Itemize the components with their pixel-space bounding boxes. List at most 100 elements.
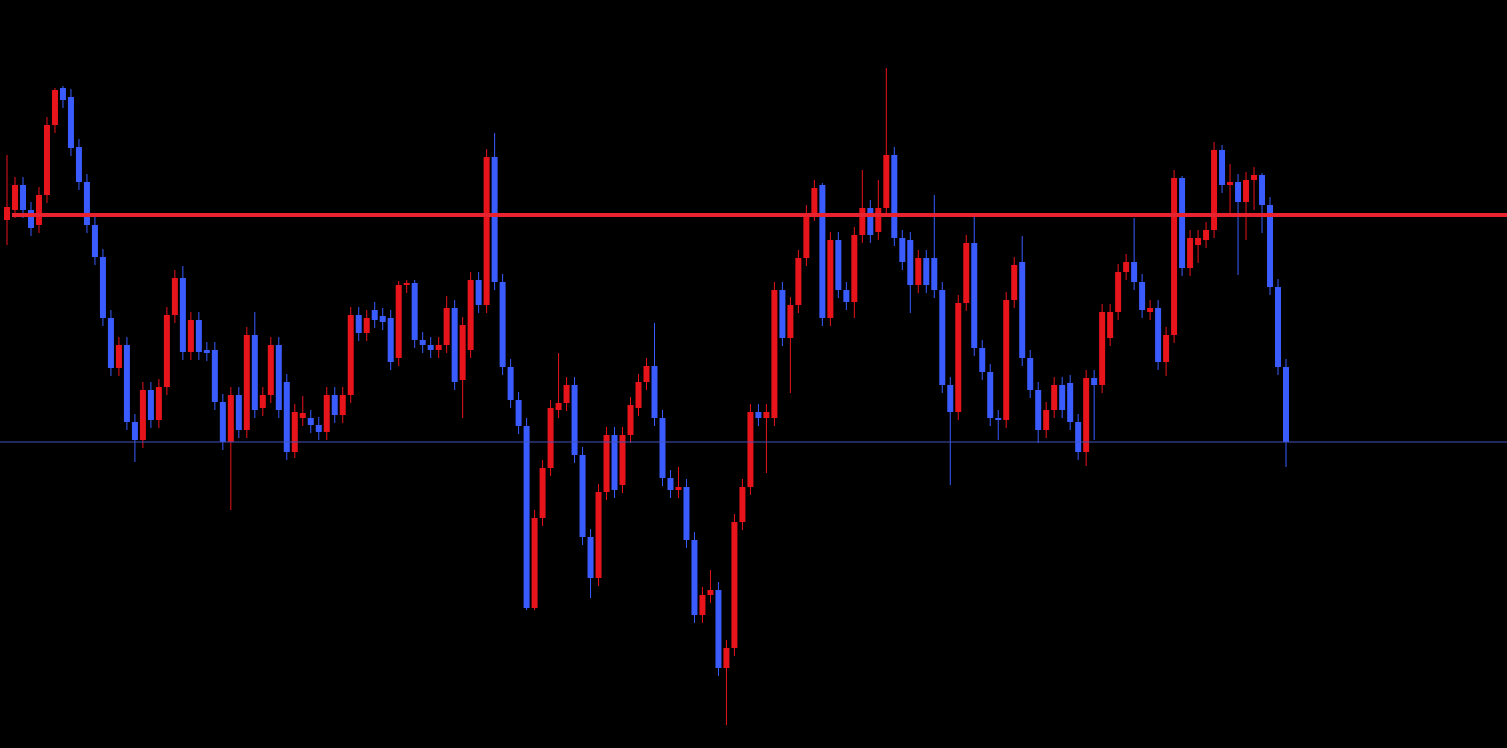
candle-body — [1067, 383, 1074, 422]
candle-body — [947, 385, 954, 412]
candle-body — [187, 320, 194, 352]
candle-body — [51, 90, 58, 125]
candle-body — [707, 590, 714, 595]
candle-body — [1187, 238, 1194, 268]
candle-body — [723, 648, 730, 668]
candle-body — [483, 157, 490, 305]
candle-body — [779, 290, 786, 338]
candle-body — [379, 316, 386, 322]
candle-body — [667, 478, 674, 490]
candle-body — [1091, 378, 1098, 385]
candle-body — [195, 320, 202, 352]
candle-body — [1195, 238, 1202, 245]
candle-body — [283, 382, 290, 452]
candle-body — [1203, 230, 1210, 240]
candle-body — [1259, 175, 1266, 205]
candle-body — [1227, 182, 1234, 185]
candle-body — [1267, 205, 1274, 287]
candle-body — [275, 345, 282, 410]
candle-body — [571, 385, 578, 455]
candle-body — [851, 235, 858, 302]
candle-body — [339, 395, 346, 415]
candle-body — [867, 208, 874, 235]
candle-body — [1011, 265, 1018, 300]
candle-body — [323, 395, 330, 432]
candle-body — [739, 487, 746, 522]
candle-body — [971, 243, 978, 348]
candle-body — [547, 408, 554, 468]
candle-body — [987, 372, 994, 418]
candle-body — [715, 590, 722, 668]
candle-body — [123, 345, 130, 422]
candle-body — [539, 468, 546, 518]
candle-body — [1251, 175, 1258, 180]
candle-body — [467, 280, 474, 350]
candle-body — [955, 303, 962, 412]
candle-body — [203, 350, 210, 353]
candle-body — [1155, 308, 1162, 362]
candle-body — [843, 290, 850, 302]
candle-body — [979, 348, 986, 372]
candle-body — [219, 402, 226, 442]
candle-body — [67, 97, 74, 148]
candle-body — [1131, 262, 1138, 282]
candle-body — [251, 335, 258, 410]
candle-body — [331, 395, 338, 415]
candle-body — [635, 382, 642, 408]
candle-body — [139, 390, 146, 440]
candle-body — [1275, 287, 1282, 367]
candle-body — [475, 280, 482, 305]
candle-body — [1123, 262, 1130, 272]
candle-body — [99, 257, 106, 318]
candle-body — [1211, 150, 1218, 230]
candle-body — [299, 413, 306, 418]
candle-body — [891, 155, 898, 238]
candle-body — [491, 157, 498, 282]
candle-body — [1027, 358, 1034, 390]
candle-body — [171, 278, 178, 315]
candle-body — [931, 258, 938, 290]
candle-body — [227, 395, 234, 442]
candle-body — [107, 318, 114, 368]
candle-body — [611, 435, 618, 490]
candle-body — [315, 425, 322, 432]
candle-body — [363, 318, 370, 333]
candle-body — [627, 405, 634, 435]
candle-body — [1107, 312, 1114, 338]
candle-body — [371, 310, 378, 320]
candle-body — [459, 325, 466, 380]
candle-body — [4, 207, 10, 220]
candle-body — [411, 283, 418, 340]
candle-body — [771, 290, 778, 418]
candle-body — [11, 185, 18, 210]
candle-body — [1099, 312, 1106, 385]
candle-body — [1035, 390, 1042, 430]
candle-body — [883, 155, 890, 208]
candle-body — [451, 308, 458, 382]
candle-body — [211, 350, 218, 402]
candle-body — [131, 422, 138, 440]
candle-body — [763, 412, 770, 418]
candle-body — [651, 366, 658, 418]
candle-body — [291, 412, 298, 452]
candle-body — [835, 240, 842, 290]
candle-body — [27, 210, 34, 228]
candle-body — [1147, 308, 1154, 312]
candle-body — [923, 258, 930, 285]
candle-body — [939, 290, 946, 385]
candle-body — [235, 395, 242, 430]
candle-body — [915, 258, 922, 285]
candle-body — [1171, 178, 1178, 335]
candle-body — [1163, 335, 1170, 362]
candle-body — [1283, 367, 1289, 442]
candle-body — [747, 412, 754, 487]
candle-body — [163, 315, 170, 387]
candle-body — [435, 345, 442, 350]
candle-body — [1075, 422, 1082, 452]
candle-body — [659, 418, 666, 478]
candle-body — [35, 195, 42, 225]
candle-body — [699, 595, 706, 615]
candle-body — [1043, 410, 1050, 430]
